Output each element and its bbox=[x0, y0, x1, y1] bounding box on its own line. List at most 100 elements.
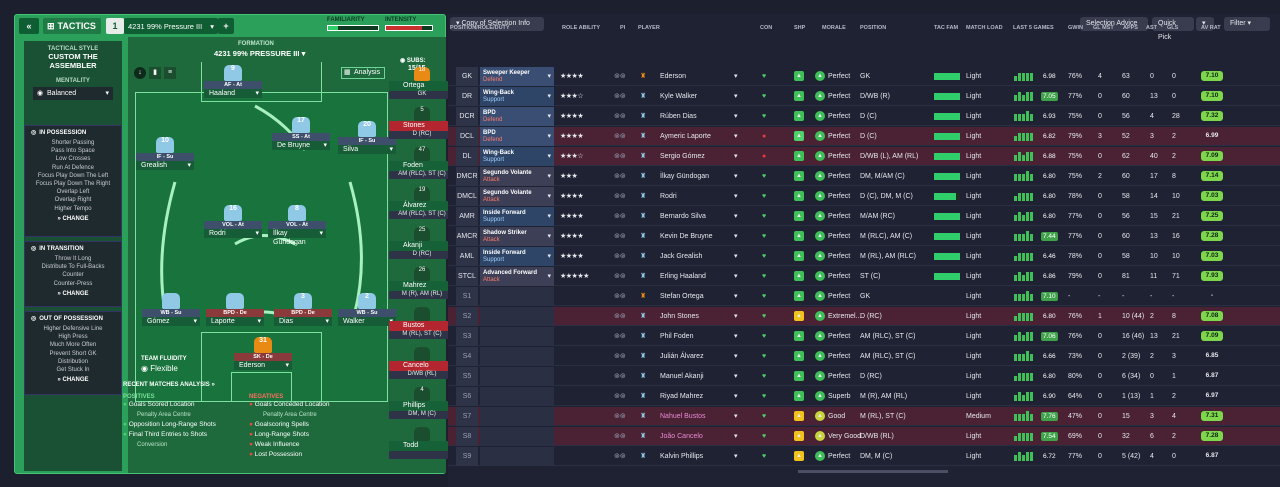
player-role[interactable]: WB - Su bbox=[142, 309, 200, 317]
player-name[interactable]: Kyle Walker bbox=[660, 93, 698, 100]
sub-player[interactable]: Cancelo D/WB (RL) bbox=[389, 347, 455, 379]
chevron-down-icon[interactable]: ▾ bbox=[734, 413, 738, 420]
pi-icon[interactable]: ⊚⊚ bbox=[614, 113, 626, 120]
column-header[interactable]: PI bbox=[620, 25, 626, 31]
role-duty-select[interactable] bbox=[480, 287, 554, 306]
chevron-down-icon[interactable]: ▾ bbox=[734, 273, 738, 280]
column-header[interactable]: SHP bbox=[794, 25, 806, 31]
role-duty-select[interactable]: Advanced Forward Attack ▾ bbox=[480, 267, 554, 286]
table-row[interactable]: S2 ⊚⊚ ♜ John Stones ▾ ♥ ▲ ▲ Extremel... D (RC) Lig… bbox=[448, 307, 1280, 326]
sub-name[interactable]: Todd bbox=[389, 441, 455, 451]
player-name[interactable]: Ederson bbox=[660, 73, 687, 80]
role-duty-select[interactable]: Wing-Back Support ▾ bbox=[480, 87, 554, 106]
table-row[interactable]: S5 ⊚⊚ ♜ Manuel Akanji ▾ ♥ ▲ ▲ Perfect D (RC) Light… bbox=[448, 367, 1280, 386]
pi-icon[interactable]: ⊚⊚ bbox=[614, 193, 626, 200]
player-name[interactable]: Aymeric Laporte bbox=[660, 133, 711, 140]
sub-player[interactable]: Todd bbox=[389, 427, 455, 459]
player-name[interactable]: Kalvin Phillips bbox=[660, 453, 704, 460]
player-role[interactable]: SS - At bbox=[272, 133, 330, 141]
in-transition-change-button[interactable]: » CHANGE bbox=[57, 290, 89, 297]
sub-player[interactable]: 18 Ortega GK bbox=[389, 67, 455, 99]
player-name[interactable]: Rodri bbox=[660, 193, 677, 200]
player-name[interactable]: Erling Haaland bbox=[660, 273, 706, 280]
pi-icon[interactable]: ⊚⊚ bbox=[614, 453, 626, 460]
sub-player[interactable]: 25 Akanji D (RC) bbox=[389, 227, 455, 259]
table-row[interactable]: STCL Advanced Forward Attack ▾ ★★★★★ ⊚⊚ ♜ Erlin… bbox=[448, 267, 1280, 286]
chevron-down-icon[interactable]: ▾ bbox=[734, 393, 738, 400]
player-name[interactable]: Bernardo Silva bbox=[660, 213, 706, 220]
chevron-down-icon[interactable]: ▾ bbox=[734, 173, 738, 180]
player-name[interactable]: Grealish ▾ bbox=[136, 161, 194, 170]
column-header[interactable]: MATCH LOAD bbox=[966, 25, 1003, 31]
table-row[interactable]: S6 ⊚⊚ ♜ Riyad Mahrez ▾ ♥ ▲ ▲ Superb M (R), AM (RL… bbox=[448, 387, 1280, 406]
column-header[interactable]: POSITION bbox=[860, 25, 887, 31]
analysis-item[interactable]: ● Long-Range Shots bbox=[249, 431, 309, 438]
analysis-item[interactable]: ● Final Third Entries to Shots bbox=[123, 431, 208, 438]
role-duty-select[interactable] bbox=[480, 367, 554, 386]
pitch-player[interactable]: 31 SK - De Ederson ▾ bbox=[234, 337, 292, 370]
info-icon[interactable]: ↓ bbox=[134, 67, 146, 79]
column-header[interactable]: GL MST bbox=[1093, 25, 1114, 31]
pi-icon[interactable]: ⊚⊚ bbox=[614, 233, 626, 240]
tactic-select[interactable]: 4231 99% Pressure III ▾ bbox=[124, 18, 218, 34]
table-row[interactable]: DCL BPD Defend ▾ ★★★★ ⊚⊚ ♜ Aymeric Laporte ▾ ● ▲ ▲ P… bbox=[448, 127, 1280, 146]
pi-icon[interactable]: ⊚⊚ bbox=[614, 73, 626, 80]
player-role[interactable]: BPD - De bbox=[206, 309, 264, 317]
column-header[interactable]: ROLE ABILITY bbox=[562, 25, 600, 31]
column-header[interactable]: TAC FAM bbox=[934, 25, 959, 31]
role-duty-select[interactable]: Shadow Striker Attack ▾ bbox=[480, 227, 554, 246]
tab-tactics[interactable]: ⊞ TACTICS bbox=[43, 18, 101, 34]
table-row[interactable]: AMCR Shadow Striker Attack ▾ ★★★★ ⊚⊚ ♜ Kevin De… bbox=[448, 227, 1280, 246]
player-name[interactable]: De Bruyne ▾ bbox=[272, 141, 330, 150]
sub-player[interactable]: 5 Stones D (RC) bbox=[389, 107, 455, 139]
player-name[interactable]: Silva ▾ bbox=[338, 145, 396, 154]
familiarity-bar[interactable] bbox=[327, 25, 379, 31]
sub-name[interactable]: Mahrez bbox=[389, 281, 455, 291]
sub-name[interactable]: Akanji bbox=[389, 241, 455, 251]
player-role[interactable]: IF - Su bbox=[136, 153, 194, 161]
player-name[interactable]: Riyad Mahrez bbox=[660, 393, 704, 400]
table-row[interactable]: DR Wing-Back Support ▾ ★★★☆ ⊚⊚ ♜ Kyle Walker ▾ ♥ ▲… bbox=[448, 87, 1280, 106]
chevron-down-icon[interactable]: ▾ bbox=[734, 153, 738, 160]
list-icon[interactable]: ≡ bbox=[164, 67, 176, 79]
sub-player[interactable]: 4 Phillips DM, M (C) bbox=[389, 387, 455, 419]
role-duty-select[interactable] bbox=[480, 427, 554, 446]
player-name[interactable]: Dias ▾ bbox=[274, 317, 332, 326]
style-name[interactable]: CUSTOM THE ASSEMBLER bbox=[48, 52, 98, 70]
player-name[interactable]: Rodri ▾ bbox=[204, 229, 262, 238]
player-name[interactable]: Manuel Akanji bbox=[660, 373, 704, 380]
pi-icon[interactable]: ⊚⊚ bbox=[614, 373, 626, 380]
copy-selection-select[interactable]: ▾ Copy of Selection Info bbox=[450, 17, 544, 31]
chevron-down-icon[interactable]: ▾ bbox=[734, 213, 738, 220]
player-name[interactable]: Phil Foden bbox=[660, 333, 694, 340]
player-name[interactable]: Sergio Gómez bbox=[660, 153, 705, 160]
analysis-item[interactable]: ● Goals Conceded Location bbox=[249, 401, 330, 408]
pi-icon[interactable]: ⊚⊚ bbox=[614, 213, 626, 220]
sub-player[interactable]: 26 Mahrez M (R), AM (RL) bbox=[389, 267, 455, 299]
filter-button[interactable]: Filter ▾ bbox=[1224, 17, 1270, 31]
role-duty-select[interactable] bbox=[480, 407, 554, 426]
tactic-slot[interactable]: 1 bbox=[106, 18, 124, 34]
player-name[interactable]: Stefan Ortega bbox=[660, 293, 704, 300]
table-row[interactable]: DMCR Segundo Volante Attack ▾ ★★★ ⊚⊚ ♜ İlkay Gü… bbox=[448, 167, 1280, 186]
table-row[interactable]: S1 ⊚⊚ ♜ Stefan Ortega ▾ ♥ ▲ ▲ Perfect GK Light 7.10… bbox=[448, 287, 1280, 306]
pi-icon[interactable]: ⊚⊚ bbox=[614, 313, 626, 320]
pi-icon[interactable]: ⊚⊚ bbox=[614, 433, 626, 440]
column-header[interactable]: LAST 5 GAMES bbox=[1013, 25, 1054, 31]
mentality-select[interactable]: ◉ Balanced ▾ bbox=[33, 87, 113, 100]
role-duty-select[interactable]: Inside Forward Support ▾ bbox=[480, 207, 554, 226]
table-row[interactable]: DMCL Segundo Volante Attack ▾ ★★★★ ⊚⊚ ♜ Rodri ▾ ♥… bbox=[448, 187, 1280, 206]
sub-name[interactable]: Phillips bbox=[389, 401, 455, 411]
sub-name[interactable]: Bustos bbox=[389, 321, 455, 331]
player-name[interactable]: Laporte ▾ bbox=[206, 317, 264, 326]
analysis-item[interactable]: ● Lost Possession bbox=[249, 451, 303, 458]
table-row[interactable]: S3 ⊚⊚ ♜ Phil Foden ▾ ♥ ▲ ▲ Perfect AM (RLC), ST (… bbox=[448, 327, 1280, 346]
bar-chart-icon[interactable]: ▮ bbox=[149, 67, 161, 79]
chevron-down-icon[interactable]: ▾ bbox=[734, 333, 738, 340]
role-duty-select[interactable] bbox=[480, 327, 554, 346]
sub-player[interactable]: 19 Álvarez AM (RLC), ST (C) bbox=[389, 187, 455, 219]
player-role[interactable]: VOL - At bbox=[204, 221, 262, 229]
player-name[interactable]: Gómez ▾ bbox=[142, 317, 200, 326]
chevron-down-icon[interactable]: ▾ bbox=[734, 233, 738, 240]
role-duty-select[interactable]: BPD Defend ▾ bbox=[480, 127, 554, 146]
